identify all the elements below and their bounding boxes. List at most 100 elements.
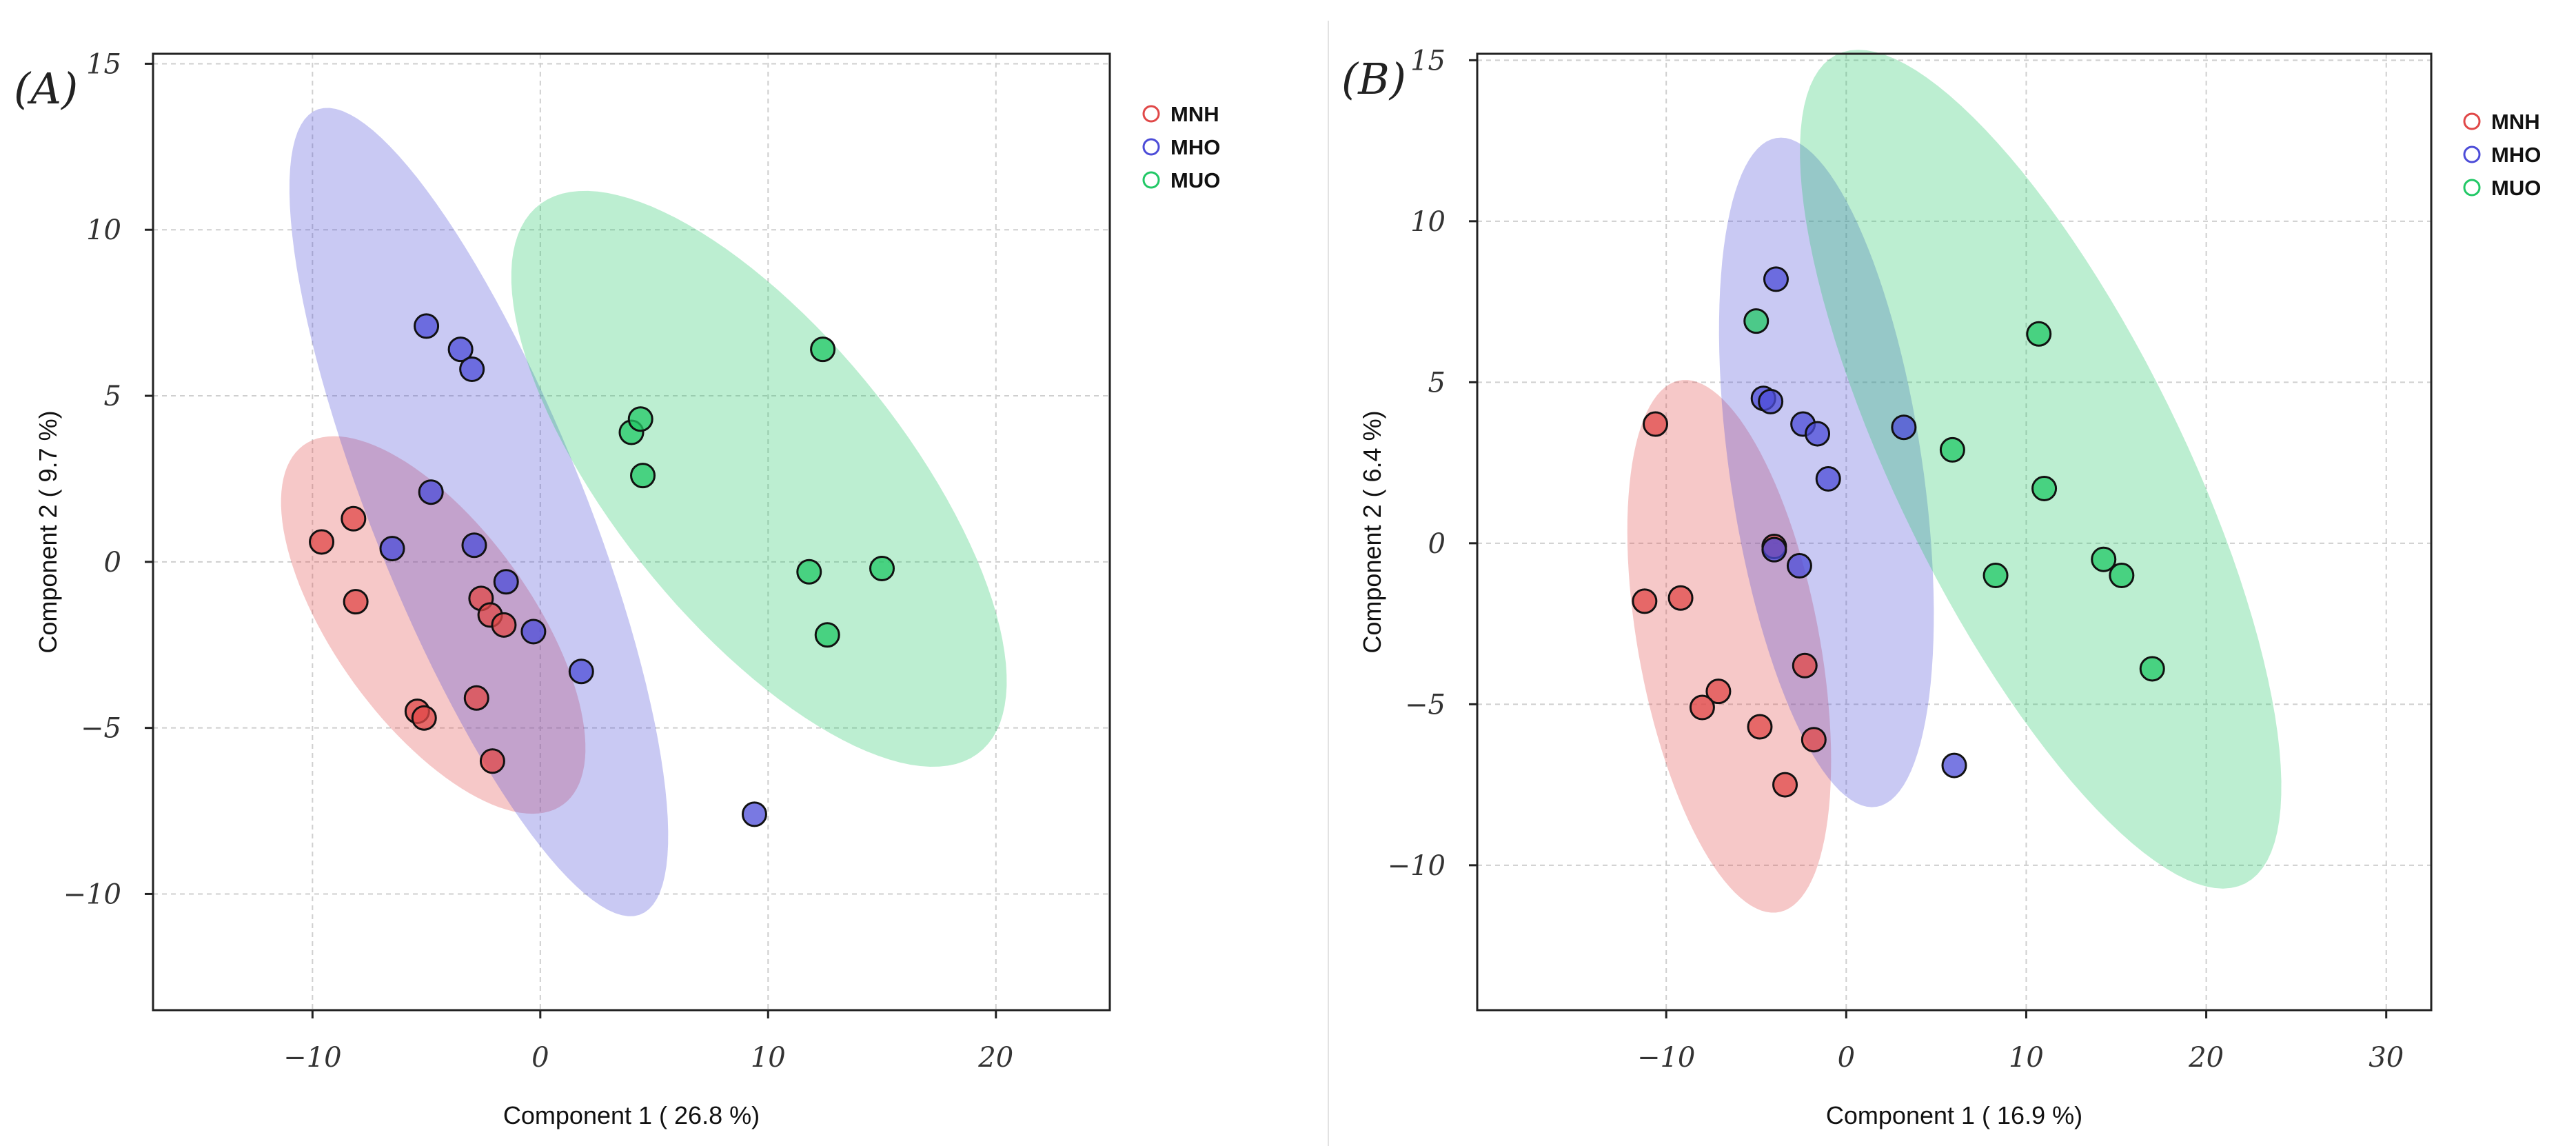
points-b: [1632, 266, 2165, 798]
point-mnh: [1643, 411, 1669, 437]
x-axis-label-a: Component 1 ( 26.8 %): [503, 1101, 760, 1129]
point-mho: [1763, 266, 1789, 292]
point-muo: [810, 336, 836, 363]
y-tick-label: −5: [81, 713, 121, 745]
ticks-b: −10 0 10 20 30 −10 −5 0 5 10 15: [1388, 45, 2404, 1074]
point-muo: [2026, 321, 2052, 347]
point-mho: [1758, 388, 1784, 414]
plot-frame-a: [152, 52, 1111, 1012]
legend-marker-mho: [1142, 138, 1160, 156]
y-tick-label: 10: [86, 214, 121, 246]
plot-frame-b: [1476, 52, 2433, 1012]
legend-label-mho: MHO: [2491, 143, 2541, 167]
point-muo: [2091, 546, 2117, 572]
point-mho: [1805, 421, 1831, 447]
point-muo: [1939, 436, 1965, 463]
point-muo: [630, 463, 656, 489]
point-mho: [1891, 414, 1917, 441]
legend-marker-mnh: [2463, 112, 2481, 130]
grid-b: [1477, 54, 2431, 1010]
legend-marker-mho: [2463, 145, 2481, 163]
x-tick-label: 0: [531, 1042, 549, 1074]
point-mho: [1761, 536, 1787, 563]
point-mnh: [1632, 588, 1658, 614]
legend-label-mnh: MNH: [1170, 102, 1219, 126]
point-mho: [520, 619, 547, 645]
point-mho: [461, 532, 487, 559]
y-tick-label: 0: [1428, 528, 1446, 560]
x-tick-label: 30: [2369, 1042, 2404, 1074]
panel-label-b: (B): [1341, 54, 1406, 104]
panel-divider: [1328, 21, 1329, 1146]
y-tick-label: 15: [1410, 45, 1446, 77]
legend-label-muo: MUO: [1170, 168, 1220, 192]
point-mnh: [463, 685, 489, 711]
point-mho: [447, 336, 474, 363]
legend-label-mnh: MNH: [2491, 110, 2540, 134]
chart-panel-b: (B) −10 0 10 20 30 −10 −5 0 5 10 15 Component 1 ( …: [1341, 45, 2541, 1129]
x-tick-label: 10: [751, 1042, 786, 1074]
point-mnh: [1747, 714, 1773, 740]
point-muo: [869, 555, 895, 581]
point-mho: [459, 356, 485, 383]
ticks-a: −10 0 10 20 −10 −5 0 5 10 15: [63, 48, 1014, 1074]
point-muo: [2109, 563, 2135, 589]
point-muo: [2139, 656, 2165, 682]
chart-panel-a: (A) −10 0 10 20 −10 −5 0 5 10 15 Component 1 ( 26…: [14, 48, 1220, 1129]
grid-a: [153, 54, 1110, 1010]
x-tick-label: −10: [1637, 1042, 1695, 1074]
y-tick-label: −5: [1405, 689, 1446, 721]
y-tick-label: −10: [1388, 850, 1446, 882]
x-axis-label-b: Component 1 ( 16.9 %): [1826, 1101, 2082, 1129]
x-tick-label: 10: [2009, 1042, 2044, 1074]
point-mho: [568, 659, 594, 685]
point-mho: [418, 479, 444, 505]
point-mho: [414, 313, 440, 339]
x-tick-label: 20: [2188, 1042, 2224, 1074]
ellipse-muo: [511, 190, 1007, 767]
y-axis-label-b: Component 2 ( 6.4 %): [1358, 410, 1386, 653]
y-tick-label: −10: [63, 878, 121, 910]
point-muo: [796, 559, 822, 585]
y-tick-label: 0: [104, 547, 121, 579]
x-tick-label: −10: [283, 1042, 341, 1074]
legend-marker-muo: [1142, 171, 1160, 189]
point-mnh: [479, 748, 505, 774]
ellipses-b: [1627, 50, 2282, 913]
y-axis-label-a: Component 2 ( 9.7 %): [34, 410, 62, 653]
point-mho: [493, 569, 519, 595]
point-muo: [814, 622, 840, 648]
point-mho: [1941, 752, 1967, 778]
point-mho: [741, 801, 767, 827]
point-mnh: [1801, 727, 1827, 753]
point-mho: [379, 536, 405, 562]
point-muo: [2031, 475, 2058, 501]
legend-label-mho: MHO: [1170, 135, 1220, 159]
point-mnh: [1705, 678, 1732, 705]
legend-a: MNH MHO MUO: [1142, 102, 1220, 192]
legend-b: MNH MHO MUO: [2463, 110, 2541, 200]
panel-label-a: (A): [14, 63, 78, 114]
point-mnh: [1772, 772, 1798, 798]
point-muo: [1743, 308, 1769, 334]
point-muo: [1982, 563, 2009, 589]
point-mnh: [1792, 652, 1818, 678]
y-tick-label: 5: [1428, 367, 1446, 399]
ellipse-mho: [289, 108, 669, 916]
points-a: [309, 313, 895, 827]
y-tick-label: 10: [1410, 206, 1446, 238]
x-tick-label: 0: [1838, 1042, 1855, 1074]
point-muo: [627, 406, 653, 432]
point-mnh: [1667, 585, 1694, 611]
point-mnh: [309, 529, 335, 555]
point-mnh: [491, 612, 517, 638]
ellipse-muo: [1800, 50, 2282, 889]
point-mho: [1786, 553, 1812, 579]
x-tick-label: 20: [977, 1042, 1013, 1074]
legend-marker-muo: [2463, 179, 2481, 197]
point-mnh: [341, 505, 367, 532]
legend-label-muo: MUO: [2491, 176, 2541, 200]
point-mho: [1815, 465, 1841, 492]
y-tick-label: 15: [86, 48, 121, 80]
